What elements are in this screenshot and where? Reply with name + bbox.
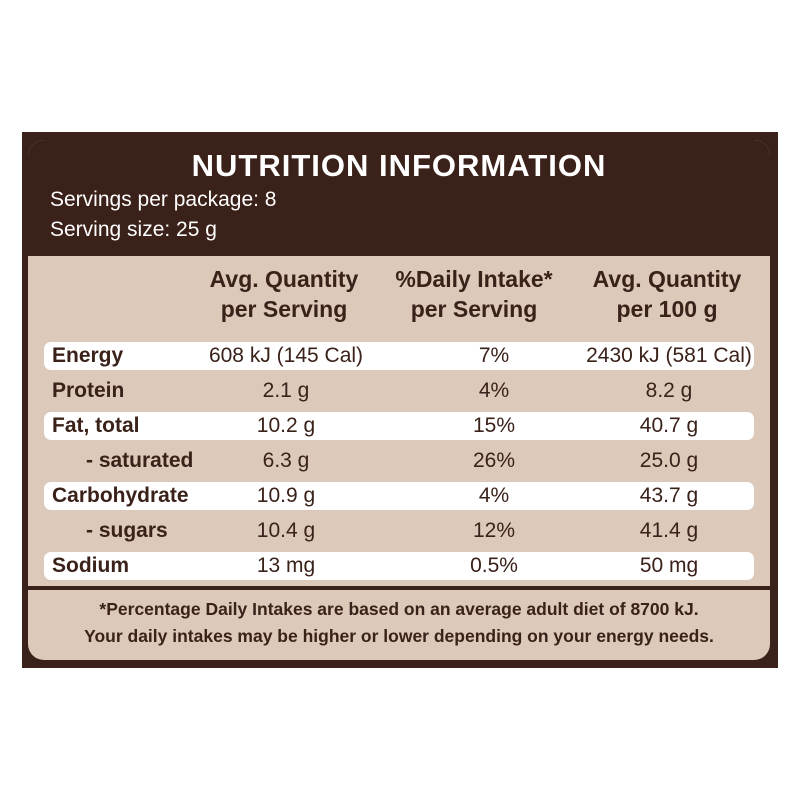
column-header-line: Avg. Quantity bbox=[209, 266, 359, 292]
row-label: Fat, total bbox=[52, 414, 140, 437]
column-header-line: Avg. Quantity bbox=[592, 266, 742, 292]
column-header-line: %Daily Intake* bbox=[395, 266, 553, 292]
per-100g-value: 25.0 g bbox=[639, 449, 699, 472]
footnote-line: *Percentage Daily Intakes are based on a… bbox=[99, 599, 699, 619]
row-label: Protein bbox=[52, 379, 125, 402]
panel-header: NUTRITION INFORMATION Servings per packa… bbox=[28, 140, 770, 256]
footnote: *Percentage Daily Intakes are based on a… bbox=[28, 596, 770, 650]
footnote-divider bbox=[28, 586, 770, 590]
per-serving-value: 10.4 g bbox=[256, 519, 316, 542]
per-serving-value: 608 kJ (145 Cal) bbox=[208, 344, 364, 367]
daily-intake-value: 26% bbox=[472, 449, 516, 472]
column-header-line: per Serving bbox=[220, 296, 348, 322]
per-100g-value: 8.2 g bbox=[645, 379, 693, 402]
per-serving-value: 6.3 g bbox=[262, 449, 310, 472]
row-label: Carbohydrate bbox=[52, 484, 189, 507]
table-row-sodium: Sodium 13 mg 0.5% 50 mg bbox=[44, 552, 754, 580]
table-row-sugars: - sugars 10.4 g 12% 41.4 g bbox=[44, 517, 754, 545]
servings-per-package: Servings per package: 8 bbox=[50, 188, 277, 211]
table-row-fat-total: Fat, total 10.2 g 15% 40.7 g bbox=[44, 412, 754, 440]
column-header-line: per 100 g bbox=[616, 296, 718, 322]
per-100g-value: 40.7 g bbox=[639, 414, 699, 437]
daily-intake-value: 12% bbox=[472, 519, 516, 542]
daily-intake-value: 4% bbox=[478, 379, 510, 402]
table-row-energy: Energy 608 kJ (145 Cal) 7% 2430 kJ (581 … bbox=[44, 342, 754, 370]
footnote-line: Your daily intakes may be higher or lowe… bbox=[84, 626, 714, 646]
column-header-per-serving: Avg. Quantity per Serving bbox=[172, 264, 396, 324]
per-100g-value: 2430 kJ (581 Cal) bbox=[586, 344, 752, 367]
per-serving-value: 10.9 g bbox=[256, 484, 316, 507]
column-header-per-100g: Avg. Quantity per 100 g bbox=[572, 264, 762, 324]
table-row-carbohydrate: Carbohydrate 10.9 g 4% 43.7 g bbox=[44, 482, 754, 510]
daily-intake-value: 4% bbox=[478, 484, 510, 507]
nutrition-panel: NUTRITION INFORMATION Servings per packa… bbox=[28, 140, 770, 660]
per-100g-value: 50 mg bbox=[639, 554, 699, 577]
per-serving-value: 2.1 g bbox=[262, 379, 310, 402]
table-row-saturated: - saturated 6.3 g 26% 25.0 g bbox=[44, 447, 754, 475]
daily-intake-value: 7% bbox=[478, 344, 510, 367]
row-label: - saturated bbox=[86, 449, 194, 472]
per-serving-value: 13 mg bbox=[256, 554, 316, 577]
per-serving-value: 10.2 g bbox=[256, 414, 316, 437]
column-header-daily-intake: %Daily Intake* per Serving bbox=[374, 264, 574, 324]
row-label: - sugars bbox=[86, 519, 168, 542]
column-header-line: per Serving bbox=[410, 296, 538, 322]
daily-intake-value: 0.5% bbox=[470, 554, 518, 577]
panel-title: NUTRITION INFORMATION bbox=[191, 148, 607, 183]
row-label: Sodium bbox=[52, 554, 129, 577]
daily-intake-value: 15% bbox=[472, 414, 516, 437]
row-label: Energy bbox=[52, 344, 124, 367]
per-100g-value: 41.4 g bbox=[639, 519, 699, 542]
serving-size: Serving size: 25 g bbox=[50, 218, 217, 241]
per-100g-value: 43.7 g bbox=[639, 484, 699, 507]
table-row-protein: Protein 2.1 g 4% 8.2 g bbox=[44, 377, 754, 405]
